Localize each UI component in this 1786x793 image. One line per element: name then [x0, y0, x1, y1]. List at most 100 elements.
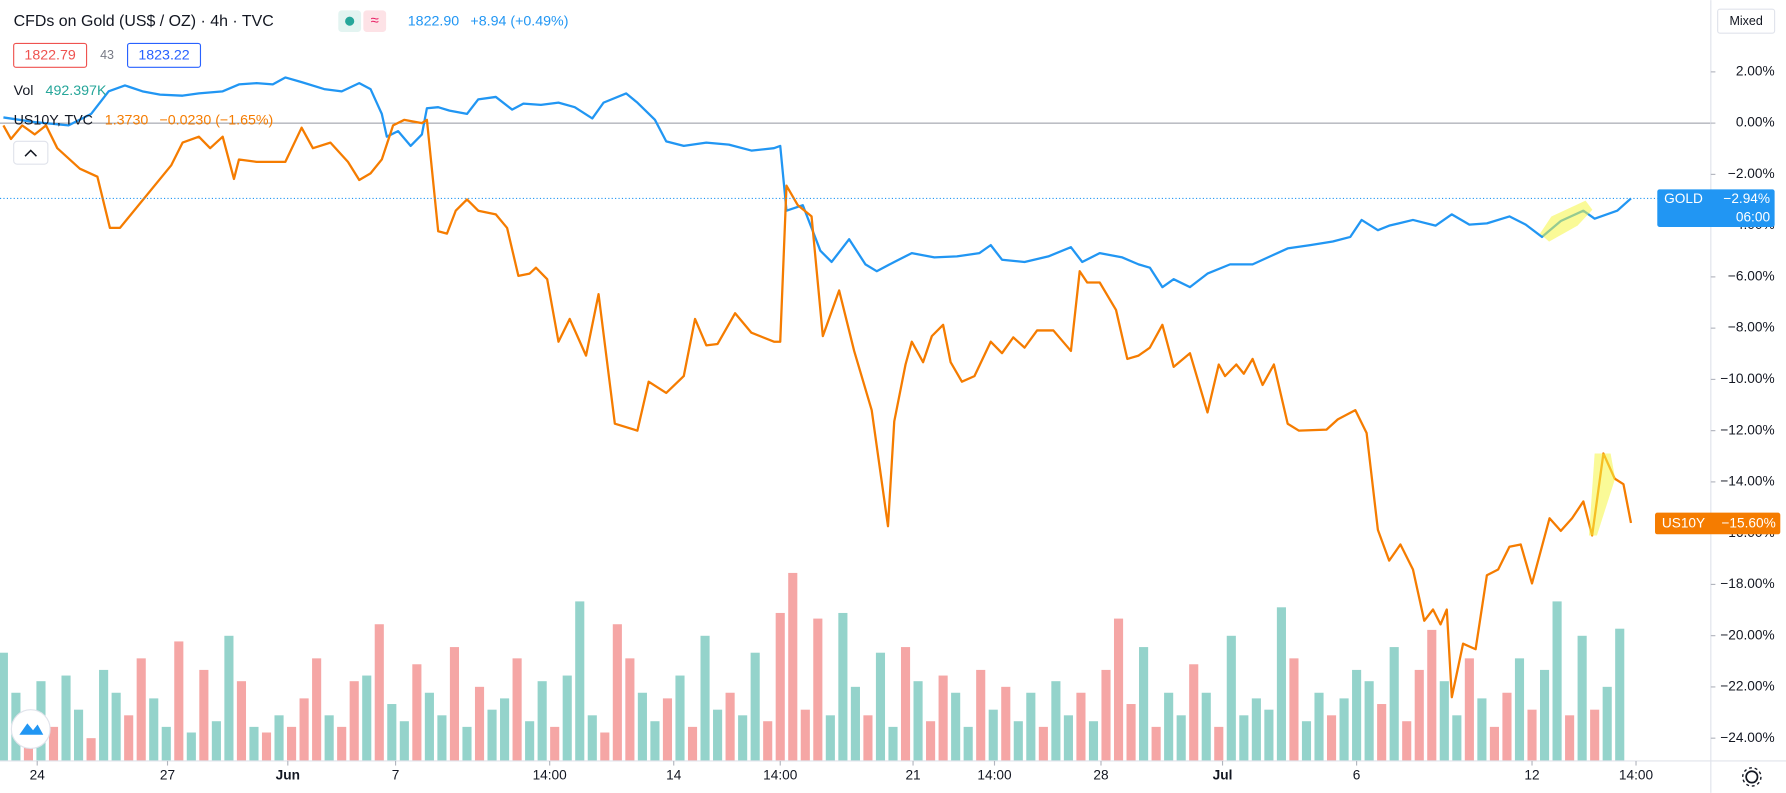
volume-bar — [537, 681, 547, 761]
last-value-tag — [1657, 189, 1775, 227]
volume-bar — [1264, 709, 1274, 761]
volume-bar — [888, 726, 898, 761]
volume-bar — [988, 709, 998, 761]
spread: 43 — [100, 48, 114, 62]
tag-name: US10Y — [1662, 516, 1705, 531]
volume-bar — [287, 726, 297, 761]
volume-bar — [236, 681, 247, 761]
x-tick-label: 14:00 — [1619, 767, 1654, 782]
volume-bar — [487, 709, 497, 761]
y-tick-label: −10.00% — [1720, 371, 1774, 386]
volume-bar — [1063, 715, 1073, 761]
volume-bar — [362, 675, 372, 761]
volume-bar — [1164, 692, 1174, 761]
volume-bar — [399, 721, 409, 761]
volume-bar — [136, 658, 146, 761]
volume-bar — [1151, 726, 1161, 761]
volume-bar — [437, 715, 447, 761]
volume-bar — [1101, 669, 1111, 761]
volume-bar — [1239, 715, 1249, 761]
x-tick-label: 28 — [1093, 767, 1108, 782]
volume-bar — [1377, 704, 1387, 761]
x-tick-label: 14:00 — [763, 767, 798, 782]
y-tick-label: 0.00% — [1736, 115, 1775, 130]
volume-bar — [612, 624, 622, 761]
volume-bar — [687, 726, 698, 761]
volume-bar — [587, 715, 597, 761]
volume-bar — [926, 721, 936, 761]
volume-bar — [74, 709, 84, 761]
volume-bar — [1113, 618, 1124, 761]
volume-bar — [161, 726, 171, 761]
price: 1822.90 — [408, 14, 459, 30]
volume-bar — [838, 612, 848, 761]
volume-bar — [600, 732, 610, 761]
icon: ≈ — [371, 13, 379, 29]
volume-bar — [1565, 715, 1575, 761]
ask: 1823.22 — [138, 48, 189, 64]
volume-bar — [462, 726, 472, 761]
volume-bar — [1214, 726, 1224, 761]
volume-bar — [1602, 686, 1612, 761]
volume-bar — [261, 732, 272, 761]
compare-name: US10Y, TVC — [14, 113, 93, 129]
tag-value: −2.94% — [1723, 191, 1770, 206]
icon[interactable] — [363, 10, 387, 33]
volume-bar — [1326, 715, 1337, 761]
volume-bar — [1088, 721, 1099, 761]
volume-bar — [1414, 669, 1424, 761]
volume-bar — [1139, 647, 1149, 761]
bid-box[interactable] — [13, 42, 88, 68]
x-tick-label: 14:00 — [977, 767, 1012, 782]
volume-bar — [575, 601, 585, 761]
volume-bar — [474, 686, 485, 761]
volume-bar — [1276, 607, 1286, 761]
volume-bar — [249, 726, 259, 761]
settings-button[interactable] — [1745, 770, 1759, 784]
x-tick-label: 27 — [160, 767, 175, 782]
volume-bar — [1038, 726, 1048, 761]
volume-bar — [525, 721, 535, 761]
volume-bar — [186, 732, 196, 761]
volume-bar — [1477, 698, 1487, 761]
volume-bar — [788, 572, 798, 761]
volume-bar — [86, 738, 96, 761]
volume-bar — [738, 715, 748, 761]
volume-bar — [48, 726, 59, 761]
volume-bar — [963, 726, 973, 761]
collapse-button[interactable] — [13, 140, 49, 165]
volume-bar — [938, 675, 948, 761]
y-tick-label: −8.00% — [1728, 320, 1775, 335]
volume-bar — [387, 704, 397, 761]
volume-bar — [224, 635, 234, 761]
volume-bar — [813, 618, 823, 761]
axis-layer: 2.00%0.00%−2.00%−4.00%−6.00%−8.00%−10.00… — [30, 63, 1775, 782]
volume-bar — [124, 715, 134, 761]
volume-bar — [763, 721, 773, 761]
series-line — [2, 118, 1633, 699]
volume-bar — [1552, 601, 1562, 761]
y-tick-label: −14.00% — [1720, 474, 1774, 489]
volume-bar — [412, 664, 422, 761]
volume-bar — [174, 641, 184, 761]
volume-bar — [1590, 709, 1600, 761]
volume-bar — [725, 692, 735, 761]
scale-mode-button[interactable] — [1717, 8, 1776, 34]
volume-bar — [1502, 692, 1512, 761]
volume-bar — [1452, 715, 1462, 761]
y-tick-label: −2.00% — [1728, 166, 1775, 181]
ask-box[interactable] — [127, 42, 202, 68]
volume-bar — [900, 647, 911, 761]
x-tick-label: 14 — [666, 767, 682, 782]
volume-bar — [274, 715, 284, 761]
x-tick-label: Jun — [276, 767, 300, 782]
x-tick-label: 12 — [1524, 767, 1539, 782]
volume-bar — [1389, 647, 1399, 761]
volume-bar — [750, 652, 760, 761]
tag-layer: GOLD −2.94% 06:00 US10Y −15.60% — [1655, 189, 1781, 535]
volume-bar — [675, 675, 685, 761]
y-tick-label: −6.00% — [1728, 269, 1775, 284]
volume-bar — [1289, 658, 1299, 761]
